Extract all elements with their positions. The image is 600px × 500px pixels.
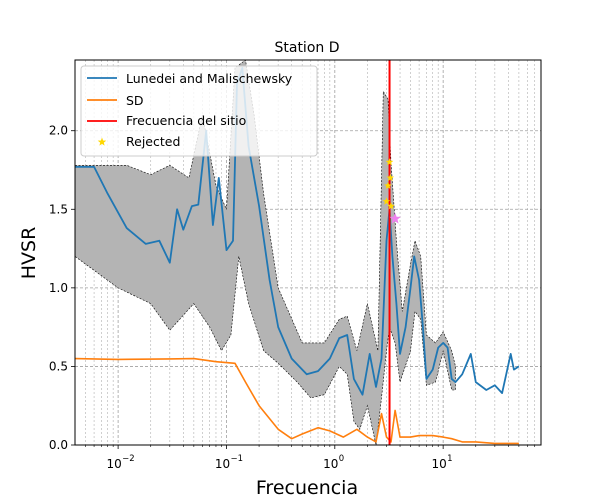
legend: Lunedei and Malischewsky SD Frecuencia d… (80, 65, 318, 157)
rejected-point (382, 197, 391, 205)
legend-label-rejected: Rejected (126, 134, 180, 149)
x-tick-label: 10 (106, 457, 121, 471)
selected-peak-marker (389, 212, 401, 224)
x-tick-exponent: −2 (122, 454, 135, 464)
legend-swatch-rejected (97, 137, 107, 146)
rejected-point (386, 173, 395, 182)
legend-label-lunedei: Lunedei and Malischewsky (126, 71, 293, 86)
rejected-point (385, 158, 394, 166)
x-tick-exponent: 1 (447, 454, 452, 464)
series-line-sd (75, 357, 519, 445)
y-tick-label: 1.5 (49, 202, 68, 216)
y-ticks: 0.0 0.5 1.0 1.5 2.0 (49, 124, 75, 452)
rejected-markers (382, 158, 395, 210)
legend-label-site-frequency: Frecuencia del sitio (126, 113, 246, 128)
peak-point (389, 212, 401, 224)
x-axis-label: Frecuencia (256, 477, 358, 499)
legend-label-sd: SD (126, 93, 144, 108)
x-ticks: 10 −2 10 −1 10 0 10 1 (85, 445, 536, 471)
x-tick-label: 10 (323, 457, 338, 471)
rejected-point (384, 181, 392, 189)
chart-title: Station D (274, 40, 339, 56)
y-axis-label: HVSR (18, 227, 40, 280)
y-tick-label: 0.0 (49, 438, 68, 452)
x-tick-exponent: −1 (230, 454, 243, 464)
series-line-lunedei (75, 67, 520, 396)
x-tick-label: 10 (215, 457, 230, 471)
x-tick-exponent: 0 (339, 454, 344, 464)
legend-box (80, 65, 318, 157)
y-tick-label: 1.0 (49, 281, 68, 295)
y-tick-label: 0.5 (49, 359, 68, 373)
rejected-point (387, 202, 395, 210)
plot-frame (74, 59, 542, 446)
y-tick-label: 2.0 (49, 124, 68, 138)
x-tick-label: 10 (432, 457, 447, 471)
